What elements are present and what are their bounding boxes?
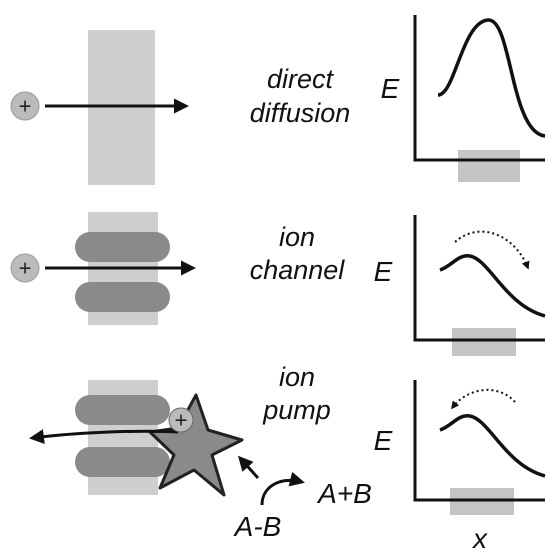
- ion-channel-row-path: [413, 215, 545, 342]
- energy-label: E: [374, 256, 393, 287]
- label-line: ion: [279, 222, 315, 252]
- x-axis-label: x: [471, 523, 488, 550]
- direct-diffusion-row-path: [437, 18, 546, 138]
- direct-diffusion-row-rect: [458, 150, 520, 182]
- ion-channel-row-rect: [75, 232, 170, 262]
- label-line: ion: [279, 362, 315, 392]
- ion-pump-row-path: [260, 471, 305, 506]
- energy-label: E: [381, 73, 400, 104]
- product-label: A+B: [316, 478, 372, 509]
- label-line: pump: [262, 395, 331, 425]
- ion-pump-row-path: [451, 389, 516, 410]
- ion-pump-row-path: [29, 429, 179, 444]
- ion-pump-row-rect: [75, 447, 170, 477]
- energy-label: E: [374, 425, 393, 456]
- ion-symbol: +: [19, 94, 32, 119]
- ion-symbol: +: [175, 408, 188, 433]
- ion-channel-row: + ion channel E: [10, 212, 546, 356]
- reactant-label: A-B: [233, 511, 282, 542]
- ion-channel-row-path: [439, 254, 546, 318]
- ion-symbol: +: [19, 256, 32, 281]
- ion-pump-row-path: [439, 414, 546, 478]
- ion-pump-row: + ion pump E A+B A-B x: [29, 362, 546, 550]
- ion-pump-row-path: [148, 393, 244, 497]
- label-line: direct: [267, 64, 335, 94]
- direct-diffusion-row: + direct diffusion E: [10, 15, 546, 185]
- ion-channel-row-circle: [10, 253, 40, 283]
- ion-pump-row-path: [413, 380, 545, 502]
- ion-channel-row-path: [454, 230, 530, 270]
- ion-pump-row-circle: [168, 407, 194, 433]
- ion-pump-row-line: [237, 455, 260, 480]
- direct-diffusion-row-circle: [10, 91, 40, 121]
- label-line: channel: [250, 255, 346, 285]
- ion-pump-row-rect: [75, 395, 170, 425]
- ion-channel-row-rect: [75, 282, 170, 312]
- direct-diffusion-row-path: [413, 15, 545, 162]
- label-line: diffusion: [250, 98, 351, 128]
- ion-channel-row-rect: [452, 328, 516, 356]
